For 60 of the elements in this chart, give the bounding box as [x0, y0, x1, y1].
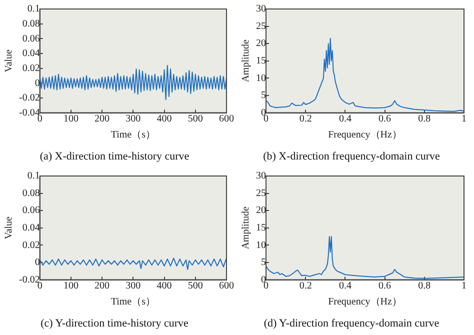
y-tick-label: 30 [256, 4, 266, 15]
y-tick-label: 0 [34, 78, 40, 89]
y-axis-title: Amplitude [240, 38, 252, 82]
y-tick-label: 20 [256, 38, 266, 50]
x-tick-label: 0.6 [378, 113, 392, 124]
x-axis-title: Time（s） [110, 129, 156, 140]
y-axis-title: Value [4, 216, 15, 240]
y-tick-label: 30 [256, 170, 266, 182]
x-axis-title: Frequency（Hz） [328, 296, 402, 308]
x-tick-label: 1 [462, 280, 466, 292]
y-tick-label: 0.08 [22, 18, 40, 30]
text: (a) X-direction time-history curve [40, 150, 190, 162]
x-tick-label: 200 [94, 280, 110, 292]
x-tick-label: 0.8 [418, 280, 431, 292]
y-tick-label: 25 [256, 20, 266, 32]
x-tick-label: 100 [63, 280, 78, 292]
x-tick-label: 500 [188, 113, 203, 124]
x-axis-title: Frequency（Hz） [328, 129, 402, 140]
y-tick-label: 0.1 [27, 170, 40, 182]
x-tick-label: 300 [126, 113, 141, 124]
y-tick-label: 10 [256, 240, 266, 251]
x-tick-label: 0.8 [418, 113, 431, 124]
y-tick-label: -0.04 [18, 107, 40, 118]
x-tick-label: 600 [219, 113, 234, 124]
x-tick-label: 0.4 [338, 280, 352, 292]
y-tick-label: 0.06 [22, 33, 40, 44]
x-tick-label: 1 [462, 113, 466, 124]
x-tick-label: 600 [219, 280, 234, 292]
y-tick-label: 0.1 [27, 4, 40, 15]
y-tick-label: -0.02 [18, 92, 40, 104]
x-tick-label: 500 [188, 280, 203, 292]
x-tick-label: 300 [126, 280, 141, 292]
y-tick-label: 5 [261, 90, 266, 102]
text: (b) X-direction frequency-domain curve [263, 150, 440, 162]
x-tick-label: 0.2 [299, 113, 312, 124]
y-tick-label: 0 [34, 257, 40, 268]
y-tick-label: 20 [256, 205, 266, 216]
x-tick-label: 100 [63, 113, 78, 124]
text: (c) Y-direction time-history curve [40, 317, 188, 330]
x-tick-label: 0.2 [299, 280, 312, 292]
y-tick-label: 0.04 [22, 48, 40, 60]
text: (d) Y-direction frequency-domain curve [264, 317, 440, 330]
y-axis-title: Amplitude [240, 206, 252, 250]
y-tick-label: 25 [256, 188, 266, 199]
y-tick-label: 0.04 [22, 222, 40, 234]
y-tick-label: 0.02 [22, 240, 40, 251]
x-axis-title: Time（s） [110, 296, 156, 308]
y-tick-label: 0.08 [22, 188, 40, 199]
x-tick-label: 400 [156, 113, 172, 124]
y-tick-label: 15 [256, 222, 266, 234]
y-tick-label: 0.02 [22, 62, 40, 74]
x-tick-label: 0.6 [378, 280, 392, 292]
x-tick-label: 0.4 [338, 113, 352, 124]
y-tick-label: 5 [261, 257, 266, 268]
y-axis-title: Value [4, 48, 15, 72]
y-tick-label: 15 [256, 56, 266, 67]
y-tick-label: 10 [256, 72, 266, 84]
x-tick-label: 200 [94, 113, 110, 124]
y-tick-label: 0.06 [22, 205, 40, 216]
x-tick-label: 400 [156, 280, 172, 292]
